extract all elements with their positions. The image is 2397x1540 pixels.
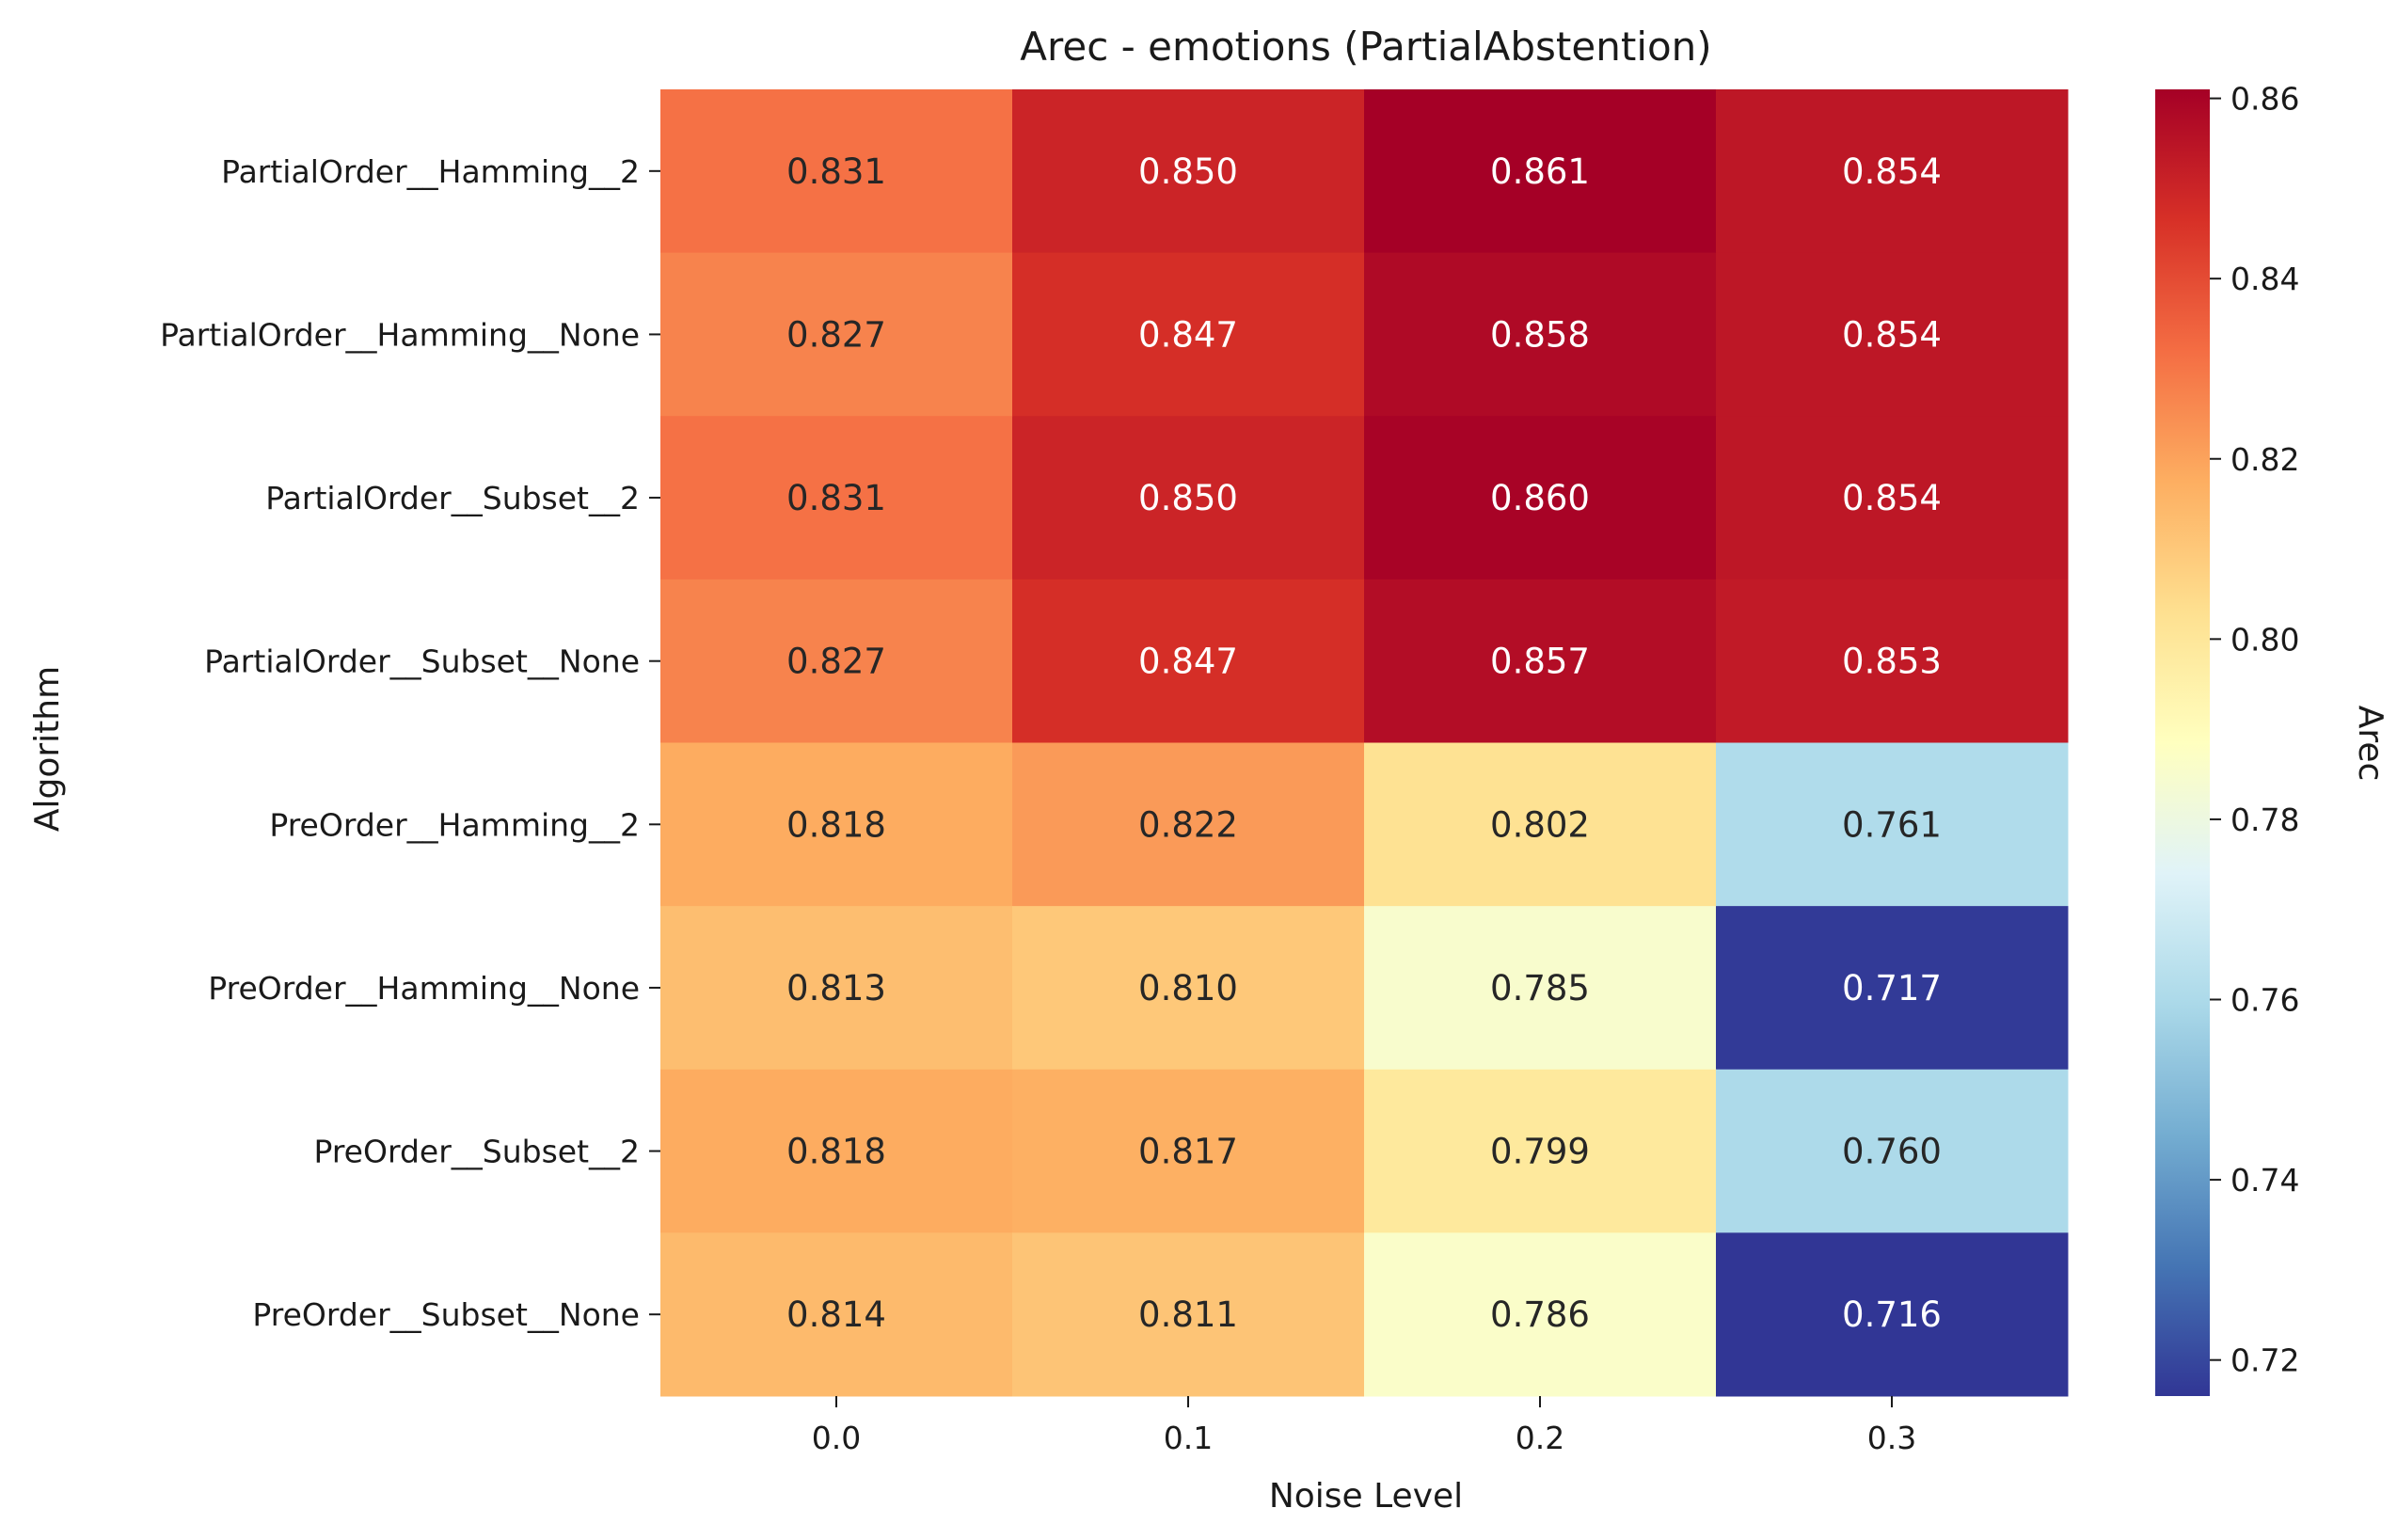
cell-value-label: 0.818 xyxy=(786,1132,886,1172)
heatmap-cell xyxy=(1716,579,2069,743)
colorbar-tick-label: 0.84 xyxy=(2230,261,2299,297)
cell-value-label: 0.716 xyxy=(1842,1294,1942,1335)
heatmap-cell xyxy=(660,252,1013,417)
heatmap-cell xyxy=(660,416,1013,580)
cell-value-label: 0.847 xyxy=(1138,642,1238,682)
y-tick-label: PartialOrder__Hamming__2 xyxy=(221,153,640,190)
heatmap-cell xyxy=(1364,1232,1717,1397)
colorbar xyxy=(2155,89,2210,1396)
heatmap-cell xyxy=(1364,89,1717,254)
x-axis-label: Noise Level xyxy=(1269,1477,1463,1516)
cell-value-label: 0.802 xyxy=(1490,804,1590,845)
heatmap-cell xyxy=(1364,579,1717,743)
heatmap-cell xyxy=(1364,1069,1717,1233)
cell-value-label: 0.817 xyxy=(1138,1132,1238,1172)
heatmap-cell xyxy=(660,742,1013,907)
heatmap-cell xyxy=(660,1232,1013,1397)
heatmap-cell xyxy=(1012,906,1365,1071)
heatmap-cell xyxy=(1716,416,2069,580)
cell-value-label: 0.854 xyxy=(1842,478,1942,518)
y-tick-label: PartialOrder__Hamming__None xyxy=(160,316,640,353)
heatmap-cell xyxy=(1364,252,1717,417)
heatmap-cell xyxy=(1012,579,1365,743)
cell-value-label: 0.810 xyxy=(1138,968,1238,1008)
cell-value-label: 0.717 xyxy=(1842,968,1942,1008)
x-tick-label: 0.0 xyxy=(812,1420,861,1456)
y-tick-label: PartialOrder__Subset__2 xyxy=(265,480,640,516)
chart-title: Arec - emotions (PartialAbstention) xyxy=(1020,24,1711,70)
heatmap-cell xyxy=(1716,742,2069,907)
cell-value-label: 0.799 xyxy=(1490,1132,1590,1172)
cell-value-label: 0.760 xyxy=(1842,1132,1942,1172)
colorbar-tick-label: 0.78 xyxy=(2230,802,2299,838)
x-axis-ticks: 0.0 0.1 0.2 0.3 xyxy=(812,1396,1916,1456)
cell-value-label: 0.854 xyxy=(1842,151,1942,192)
cell-value-label: 0.786 xyxy=(1490,1294,1590,1335)
cell-value-label: 0.785 xyxy=(1490,968,1590,1008)
cell-value-label: 0.827 xyxy=(786,642,886,682)
cell-value-label: 0.857 xyxy=(1490,642,1590,682)
cell-value-label: 0.858 xyxy=(1490,314,1590,355)
y-tick-label: PreOrder__Subset__None xyxy=(252,1296,640,1333)
cell-value-label: 0.853 xyxy=(1842,642,1942,682)
heatmap-cell xyxy=(1012,1069,1365,1233)
colorbar-label: Arec xyxy=(2351,706,2389,782)
x-tick-label: 0.1 xyxy=(1164,1420,1213,1456)
y-tick-label: PartialOrder__Subset__None xyxy=(204,643,640,680)
heatmap-cell xyxy=(1012,742,1365,907)
heatmap-cell xyxy=(1716,89,2069,254)
heatmap-cell xyxy=(1716,1232,2069,1397)
heatmap-cell xyxy=(1364,416,1717,580)
cell-value-label: 0.761 xyxy=(1842,804,1942,845)
heatmap-cells: 0.831 0.850 0.861 0.854 0.827 0.847 0.858 0.854… xyxy=(660,89,2069,1397)
cell-value-label: 0.811 xyxy=(1138,1294,1238,1335)
cell-value-label: 0.827 xyxy=(786,314,886,355)
colorbar-tick-label: 0.74 xyxy=(2230,1162,2299,1199)
colorbar-tick-label: 0.80 xyxy=(2230,621,2299,658)
colorbar-ticks: 0.72 0.74 0.76 0.78 0.80 0.82 0.84 0.86 xyxy=(2210,81,2299,1379)
y-axis-ticks: PartialOrder__Hamming__2 PartialOrder__Ha… xyxy=(160,153,660,1333)
cell-value-label: 0.822 xyxy=(1138,804,1238,845)
heatmap-cell xyxy=(1012,89,1365,254)
cell-value-label: 0.814 xyxy=(786,1294,886,1335)
cell-value-label: 0.818 xyxy=(786,804,886,845)
heatmap-cell xyxy=(1716,1069,2069,1233)
cell-value-label: 0.850 xyxy=(1138,478,1238,518)
colorbar-tick-label: 0.76 xyxy=(2230,982,2299,1019)
x-tick-label: 0.2 xyxy=(1516,1420,1564,1456)
y-axis-label: Algorithm xyxy=(28,666,67,832)
cell-value-label: 0.847 xyxy=(1138,314,1238,355)
heatmap-cell xyxy=(660,1069,1013,1233)
x-tick-label: 0.3 xyxy=(1867,1420,1916,1456)
heatmap-cell xyxy=(1716,252,2069,417)
heatmap-cell xyxy=(1364,742,1717,907)
heatmap-cell xyxy=(1716,906,2069,1071)
cell-value-label: 0.860 xyxy=(1490,478,1590,518)
cell-value-label: 0.850 xyxy=(1138,151,1238,192)
cell-value-label: 0.813 xyxy=(786,968,886,1008)
cell-value-label: 0.831 xyxy=(786,478,886,518)
y-tick-label: PreOrder__Hamming__2 xyxy=(269,806,640,843)
heatmap-cell xyxy=(660,579,1013,743)
colorbar-tick-label: 0.72 xyxy=(2230,1342,2299,1379)
heatmap-cell xyxy=(660,89,1013,254)
colorbar-tick-label: 0.86 xyxy=(2230,81,2299,118)
cell-value-label: 0.861 xyxy=(1490,151,1590,192)
cell-value-label: 0.831 xyxy=(786,151,886,192)
cell-value-label: 0.854 xyxy=(1842,314,1942,355)
heatmap-cell xyxy=(1012,1232,1365,1397)
y-tick-label: PreOrder__Subset__2 xyxy=(314,1134,640,1170)
y-tick-label: PreOrder__Hamming__None xyxy=(208,970,640,1007)
heatmap-cell xyxy=(1012,416,1365,580)
heatmap-cell xyxy=(1364,906,1717,1071)
heatmap-cell xyxy=(1012,252,1365,417)
colorbar-tick-label: 0.82 xyxy=(2230,441,2299,478)
heatmap-cell xyxy=(660,906,1013,1071)
